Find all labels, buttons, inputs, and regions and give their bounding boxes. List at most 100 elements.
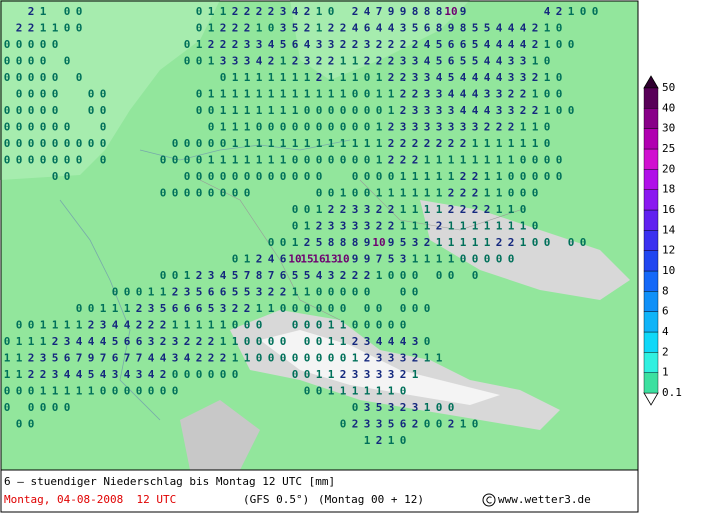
- precip-value: 0: [220, 71, 227, 84]
- precip-value: 0: [376, 319, 383, 332]
- precip-value: 2: [304, 5, 311, 18]
- precip-value: 2: [532, 38, 539, 51]
- precip-value: 1: [532, 137, 539, 150]
- precip-value: 1: [544, 71, 551, 84]
- precip-value: 0: [292, 319, 299, 332]
- precip-value: 3: [316, 38, 323, 51]
- precip-value: 2: [448, 203, 455, 216]
- precip-value: 3: [376, 352, 383, 365]
- precip-value: 4: [76, 368, 83, 381]
- precip-value: 0: [196, 154, 203, 167]
- precip-value: 1: [400, 170, 407, 183]
- precip-value: 1: [484, 170, 491, 183]
- precip-value: 0: [400, 385, 407, 398]
- precip-value: 6: [172, 302, 179, 315]
- precip-value: 9: [448, 22, 455, 35]
- precip-value: 10: [372, 236, 385, 249]
- precip-value: 1: [448, 253, 455, 266]
- precip-value: 0: [304, 104, 311, 117]
- precip-value: 1: [364, 385, 371, 398]
- precip-value: 1: [256, 154, 263, 167]
- precip-value: 3: [460, 121, 467, 134]
- precip-value: 0: [28, 385, 35, 398]
- precip-value: 0: [196, 55, 203, 68]
- legend-swatch: [643, 352, 659, 373]
- precip-value: 1: [256, 104, 263, 117]
- precip-value: 1: [352, 71, 359, 84]
- precip-value: 0: [340, 104, 347, 117]
- precip-value: 1: [160, 286, 167, 299]
- precip-value: 1: [376, 187, 383, 200]
- precip-value: 1: [208, 88, 215, 101]
- precip-value: 0: [136, 286, 143, 299]
- precip-value: 4: [472, 71, 479, 84]
- precip-value: 0: [352, 187, 359, 200]
- precip-value: 7: [244, 269, 251, 282]
- precip-value: 0: [352, 88, 359, 101]
- precip-value: 1: [280, 71, 287, 84]
- precip-value: 1: [232, 71, 239, 84]
- precip-value: 0: [208, 121, 215, 134]
- precip-value: 1: [496, 187, 503, 200]
- precip-value: 0: [220, 368, 227, 381]
- precip-value: 2: [196, 269, 203, 282]
- precip-value: 1: [376, 137, 383, 150]
- precip-value: 2: [160, 335, 167, 348]
- precip-value: 3: [412, 401, 419, 414]
- precip-value: 1: [220, 154, 227, 167]
- legend-label: 25: [662, 142, 675, 155]
- precip-value: 1: [460, 220, 467, 233]
- precip-value: 1: [292, 286, 299, 299]
- precip-value: 2: [424, 236, 431, 249]
- precip-value: 3: [244, 55, 251, 68]
- precip-value: 1: [568, 5, 575, 18]
- precip-value: 0: [436, 401, 443, 414]
- precip-value: 3: [304, 55, 311, 68]
- precip-value: 0: [424, 418, 431, 431]
- copyright-circle: [482, 493, 496, 507]
- precip-value: 3: [352, 203, 359, 216]
- precip-value: 4: [400, 335, 407, 348]
- precip-value: 0: [28, 137, 35, 150]
- precip-value: 0: [184, 187, 191, 200]
- precip-value: 2: [400, 71, 407, 84]
- precip-value: 1: [484, 220, 491, 233]
- precip-value: 1: [388, 104, 395, 117]
- precip-value: 3: [412, 121, 419, 134]
- precip-value: 0: [316, 121, 323, 134]
- precip-value: 0: [52, 88, 59, 101]
- precip-value: 0: [256, 352, 263, 365]
- precip-value: 1: [520, 137, 527, 150]
- precip-value: 0: [184, 137, 191, 150]
- precip-value: 1: [340, 319, 347, 332]
- sea: [290, 0, 470, 80]
- precip-value: 8: [436, 5, 443, 18]
- precip-value: 3: [412, 335, 419, 348]
- precip-value: 1: [388, 88, 395, 101]
- precip-value: 1: [424, 220, 431, 233]
- precip-value: 0: [172, 368, 179, 381]
- precip-value: 0: [16, 88, 23, 101]
- precip-value: 0: [244, 319, 251, 332]
- precip-value: 2: [400, 401, 407, 414]
- precip-value: 0: [580, 236, 587, 249]
- precip-value: 1: [16, 335, 23, 348]
- precip-value: 1: [508, 154, 515, 167]
- precip-value: 3: [364, 38, 371, 51]
- precip-value: 1: [376, 269, 383, 282]
- precip-value: 2: [376, 220, 383, 233]
- legend-label: 4: [662, 325, 669, 338]
- precip-value: 0: [52, 104, 59, 117]
- precip-value: 9: [388, 5, 395, 18]
- precip-value: 5: [280, 38, 287, 51]
- precip-value: 2: [484, 121, 491, 134]
- precip-value: 4: [388, 335, 395, 348]
- legend-swatch: [643, 189, 659, 211]
- precip-value: 4: [460, 88, 467, 101]
- precip-value: 1: [232, 335, 239, 348]
- precip-value: 0: [568, 38, 575, 51]
- precip-value: 2: [316, 55, 323, 68]
- precip-value: 2: [448, 137, 455, 150]
- precip-value: 0: [544, 55, 551, 68]
- precip-value: 0: [400, 434, 407, 447]
